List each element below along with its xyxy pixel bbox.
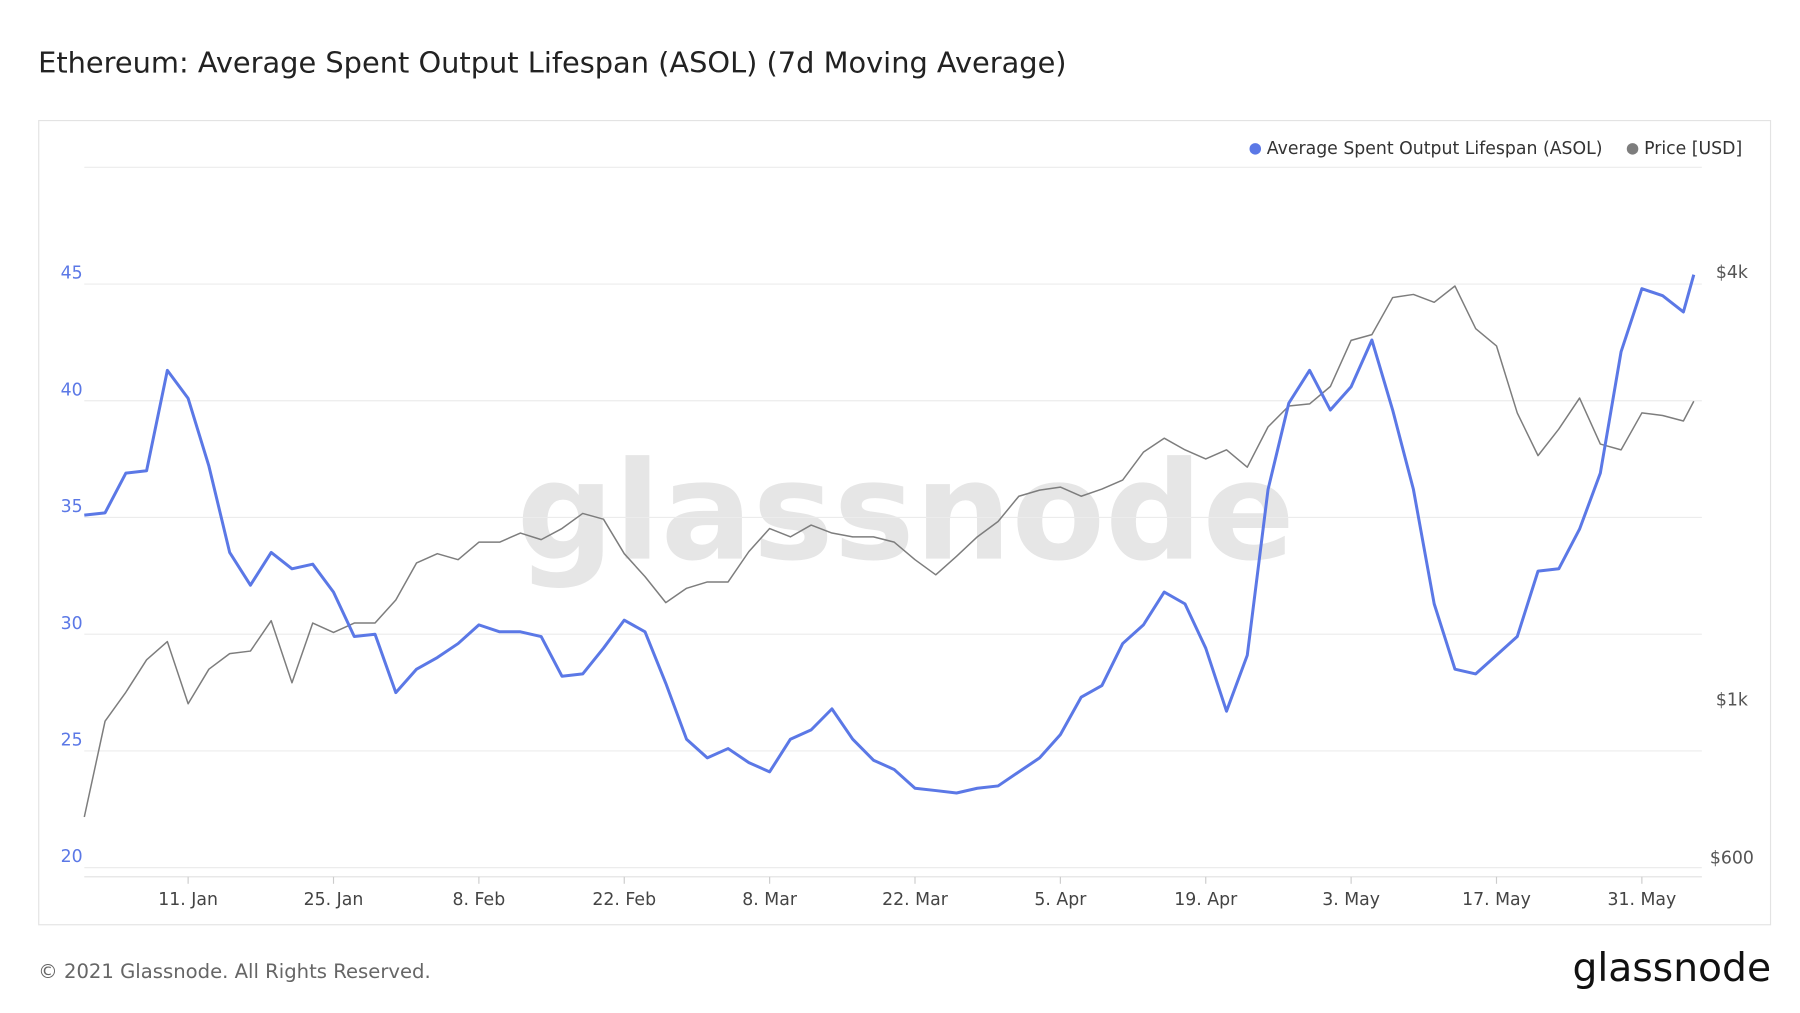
legend-marker [1626,143,1639,155]
copyright: © 2021 Glassnode. All Rights Reserved. [38,960,431,983]
x-tick-label: 22. Feb [592,890,656,910]
x-tick-label: 11. Jan [158,890,218,910]
y-tick-label: 30 [61,614,83,634]
chart-title: Ethereum: Average Spent Output Lifespan … [38,46,1066,80]
y-tick-label: 35 [61,497,83,517]
x-tick-label: 8. Mar [742,890,798,910]
plot [83,274,1696,818]
x-tick-label: 5. Apr [1034,890,1087,910]
chart-frame [38,119,1772,926]
y2-tick-label: $4k [1716,263,1748,283]
y-tick-label: 20 [61,847,83,867]
legend-marker [1249,143,1262,155]
x-tick-label: 3. May [1322,890,1380,910]
watermark: glassnode [517,434,1295,592]
logo: glassnode [1573,946,1772,991]
y-tick-label: 40 [61,380,83,400]
legend-label: Average Spent Output Lifespan (ASOL) [1267,139,1603,159]
x-tick-label: 22. Mar [882,890,949,910]
y2-tick-label: $1k [1716,691,1748,711]
x-tick-label: 31. May [1607,890,1676,910]
y-tick-label: 45 [61,264,83,284]
series-line [84,274,1696,795]
y2-tick-label: $600 [1710,848,1754,868]
y-tick-label: 25 [61,731,83,751]
x-tick-label: 25. Jan [304,890,364,910]
series-line [83,285,1695,818]
x-tick-label: 8. Feb [453,890,506,910]
x-tick-label: 17. May [1462,890,1531,910]
x-tick-label: 19. Apr [1174,890,1238,910]
legend-label: Price [USD] [1644,139,1742,159]
